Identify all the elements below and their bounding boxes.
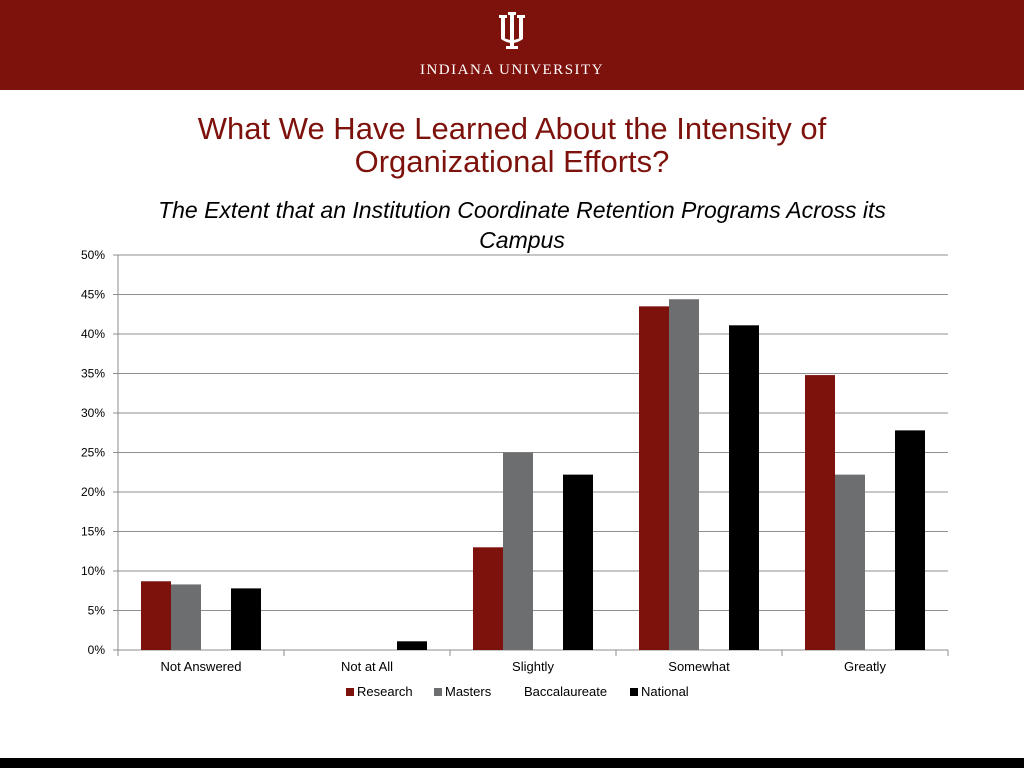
bar-research — [473, 547, 503, 650]
bar-masters — [669, 299, 699, 650]
header-banner: INDIANA UNIVERSITY — [0, 0, 1024, 90]
legend-label: Masters — [445, 684, 492, 699]
footer-bar — [0, 758, 1024, 768]
x-tick-label: Not Answered — [161, 659, 242, 674]
x-tick-label: Slightly — [512, 659, 554, 674]
y-tick-label: 15% — [81, 525, 105, 539]
legend-label: Research — [357, 684, 413, 699]
bar-national — [397, 641, 427, 650]
bar-national — [895, 430, 925, 650]
y-tick-label: 5% — [88, 604, 106, 618]
legend-label: Baccalaureate — [524, 684, 607, 699]
chart-title: The Extent that an Institution Coordinat… — [80, 195, 964, 255]
y-tick-label: 10% — [81, 564, 105, 578]
x-tick-label: Somewhat — [668, 659, 730, 674]
bar-chart: 0% 5% 10% 15% 20% 25% 30% 35% 40% 45% 50% Not Answe… — [81, 248, 949, 699]
bar-research — [805, 375, 835, 650]
university-name: INDIANA UNIVERSITY — [419, 62, 605, 78]
chart-title-line1: The Extent that an Institution Coordinat… — [158, 197, 886, 223]
y-tick-label: 40% — [81, 327, 105, 341]
slide-title-line2: Organizational Efforts? — [354, 144, 670, 179]
bar-research — [141, 581, 171, 650]
y-tick-label: 25% — [81, 446, 105, 460]
bar-masters — [171, 584, 201, 650]
iu-trident-icon — [499, 12, 525, 49]
legend: Research Masters Baccalaureate National — [346, 684, 689, 699]
y-tick-label: 20% — [81, 485, 105, 499]
bar-research — [639, 306, 669, 650]
bar-national — [563, 474, 593, 650]
y-tick-label: 0% — [88, 643, 106, 657]
legend-swatch — [434, 688, 442, 696]
legend-swatch — [346, 688, 354, 696]
bar-masters — [503, 452, 533, 650]
bar-national — [231, 588, 261, 650]
chart-title-line2: Campus — [479, 227, 565, 253]
y-tick-label: 50% — [81, 248, 105, 262]
legend-swatch — [513, 688, 521, 696]
legend-swatch — [630, 688, 638, 696]
slide-title-line1: What We Have Learned About the Intensity… — [197, 111, 827, 146]
slide-title: What We Have Learned About the Intensity… — [100, 112, 924, 178]
bar-national — [729, 325, 759, 650]
bar-masters — [835, 474, 865, 650]
y-tick-label: 35% — [81, 367, 105, 381]
x-tick-label: Not at All — [341, 659, 393, 674]
y-tick-label: 30% — [81, 406, 105, 420]
x-tick-label: Greatly — [844, 659, 886, 674]
y-tick-label: 45% — [81, 288, 105, 302]
legend-label: National — [641, 684, 689, 699]
